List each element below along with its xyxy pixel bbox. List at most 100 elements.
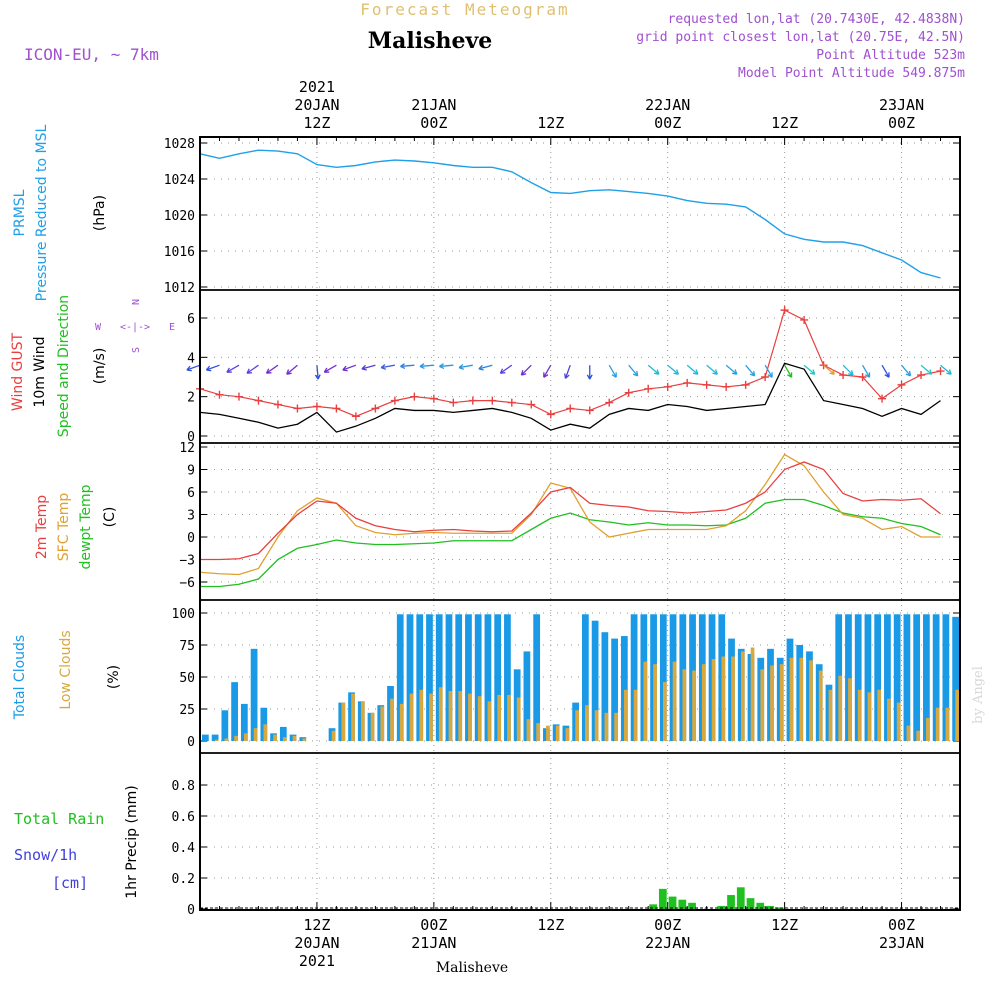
low-cloud-bar [672, 661, 677, 741]
y-tick-label: 12 [179, 441, 195, 456]
wind-arrow [186, 364, 201, 372]
low-cloud-bar [390, 698, 394, 741]
temp-labels: 2m Temp SFC Temp dewpt Temp (C) [34, 484, 118, 569]
low-cloud-bar [370, 712, 375, 741]
wind-arrow [667, 364, 680, 375]
low-cloud-bar [779, 664, 784, 741]
x-tick-label-bottom: 12Z [537, 916, 564, 934]
low-cloud-bar [799, 657, 804, 741]
total-cloud-bar [845, 614, 852, 741]
low-cloud-bar [711, 659, 716, 741]
low-cloud-bar [740, 651, 745, 741]
low-cloud-bar [546, 725, 550, 741]
model-altitude: Model Point Altitude 549.875m [738, 66, 965, 81]
low-cloud-bar [282, 737, 287, 741]
low-cloud-bar [682, 669, 687, 741]
requested-coords: requested lon,lat (20.7430E, 42.4838N) [668, 12, 965, 27]
low-cloud-bar [770, 665, 774, 741]
wind-arrow [314, 365, 321, 380]
gust-point [429, 394, 438, 403]
rain-bar [668, 896, 677, 909]
total-cloud-bar [221, 710, 229, 741]
wind-arrow [920, 364, 933, 375]
x-tick-label-top: 12Z [537, 114, 564, 132]
low-cloud-bar [692, 670, 696, 741]
low-cloud-bar [224, 738, 229, 741]
total-cloud-bar [591, 620, 599, 741]
outer-frame [199, 136, 961, 911]
low-cloud-bar [896, 702, 901, 741]
x-tick-label-top: 00Z [420, 114, 447, 132]
x-tick-label-top: 12Z [771, 114, 798, 132]
x-tick-label-top: 20JAN [294, 96, 339, 114]
total-cloud-bar [250, 648, 258, 741]
y-tick-label: 100 [172, 607, 195, 622]
low-cloud-bar [701, 664, 706, 741]
y-tick-label: 1016 [164, 245, 195, 260]
low-cloud-bar [438, 687, 443, 741]
total-cloud-bar [523, 651, 531, 741]
low-cloud-bar [507, 694, 511, 741]
cloud-labels: Total Clouds Low Clouds (%) [12, 630, 122, 720]
total-cloud-bar [474, 614, 482, 741]
gust-point [878, 394, 887, 403]
total-cloud-bar [494, 614, 502, 741]
low-cloud-bar [877, 689, 882, 741]
gust-point [800, 315, 809, 324]
gust-point [507, 398, 516, 407]
wind-arrow [439, 363, 454, 370]
total-cloud-bar [913, 614, 921, 741]
watermark: by Angel [971, 666, 986, 724]
wind-arrow [725, 364, 738, 375]
total-cloud-bar [932, 614, 940, 741]
footer-location: Malisheve [436, 960, 508, 976]
low-cloud-bar [789, 657, 794, 741]
wind-arrow [764, 364, 773, 378]
gust-point [566, 404, 575, 413]
x-tick-label-top: 2021 [299, 78, 335, 96]
low-cloud-bar [448, 691, 453, 741]
low-cloud-bar [302, 738, 307, 741]
low-cloud-bar [409, 693, 414, 741]
total-cloud-bar [659, 614, 667, 741]
gust-point [683, 378, 692, 387]
gust-point [468, 396, 477, 405]
rain-bar [727, 895, 735, 909]
gust-point [312, 402, 321, 411]
low-cloud-bar [945, 707, 950, 741]
low-cloud-bar [536, 723, 541, 741]
low-cloud-bar [234, 735, 238, 741]
clouds-unit: (%) [106, 665, 122, 689]
rain-bar [688, 902, 696, 909]
low-cloud-bar [273, 734, 277, 741]
gust-point [410, 392, 419, 401]
y-tick-label: 0.6 [172, 810, 195, 825]
wind-arrow [784, 364, 793, 378]
wind-arrow [226, 364, 240, 373]
forecast-title: Forecast Meteogram [360, 0, 569, 19]
total-cloud-bar [942, 614, 950, 741]
total-cloud-bar [455, 614, 463, 741]
t2m-line [200, 461, 941, 561]
precip-axis-label: 1hr Precip (mm) [124, 785, 140, 898]
wind-arrow [862, 364, 871, 378]
compass-s: S [131, 347, 142, 353]
y-tick-label: 0 [187, 531, 195, 546]
gust-line [199, 309, 941, 417]
gust-point [839, 371, 848, 380]
low-cloud-bar [633, 689, 638, 741]
low-cloud-bar [614, 712, 618, 741]
x-tick-label-bottom: 00Z [888, 916, 915, 934]
total-cloud-bar [854, 614, 862, 741]
low-cloud-bar [497, 694, 502, 741]
low-cloud-bar [653, 664, 657, 741]
compass-n: N [131, 299, 142, 305]
temp-unit: (C) [102, 507, 118, 528]
low-cloud-bar [399, 703, 404, 741]
rain-bar [649, 904, 657, 909]
gust-point [215, 390, 224, 399]
low-cloud-bar [887, 698, 891, 741]
wind-arrow [901, 364, 912, 377]
low-cloud-bar [935, 707, 940, 741]
total-cloud-bar [893, 614, 901, 741]
